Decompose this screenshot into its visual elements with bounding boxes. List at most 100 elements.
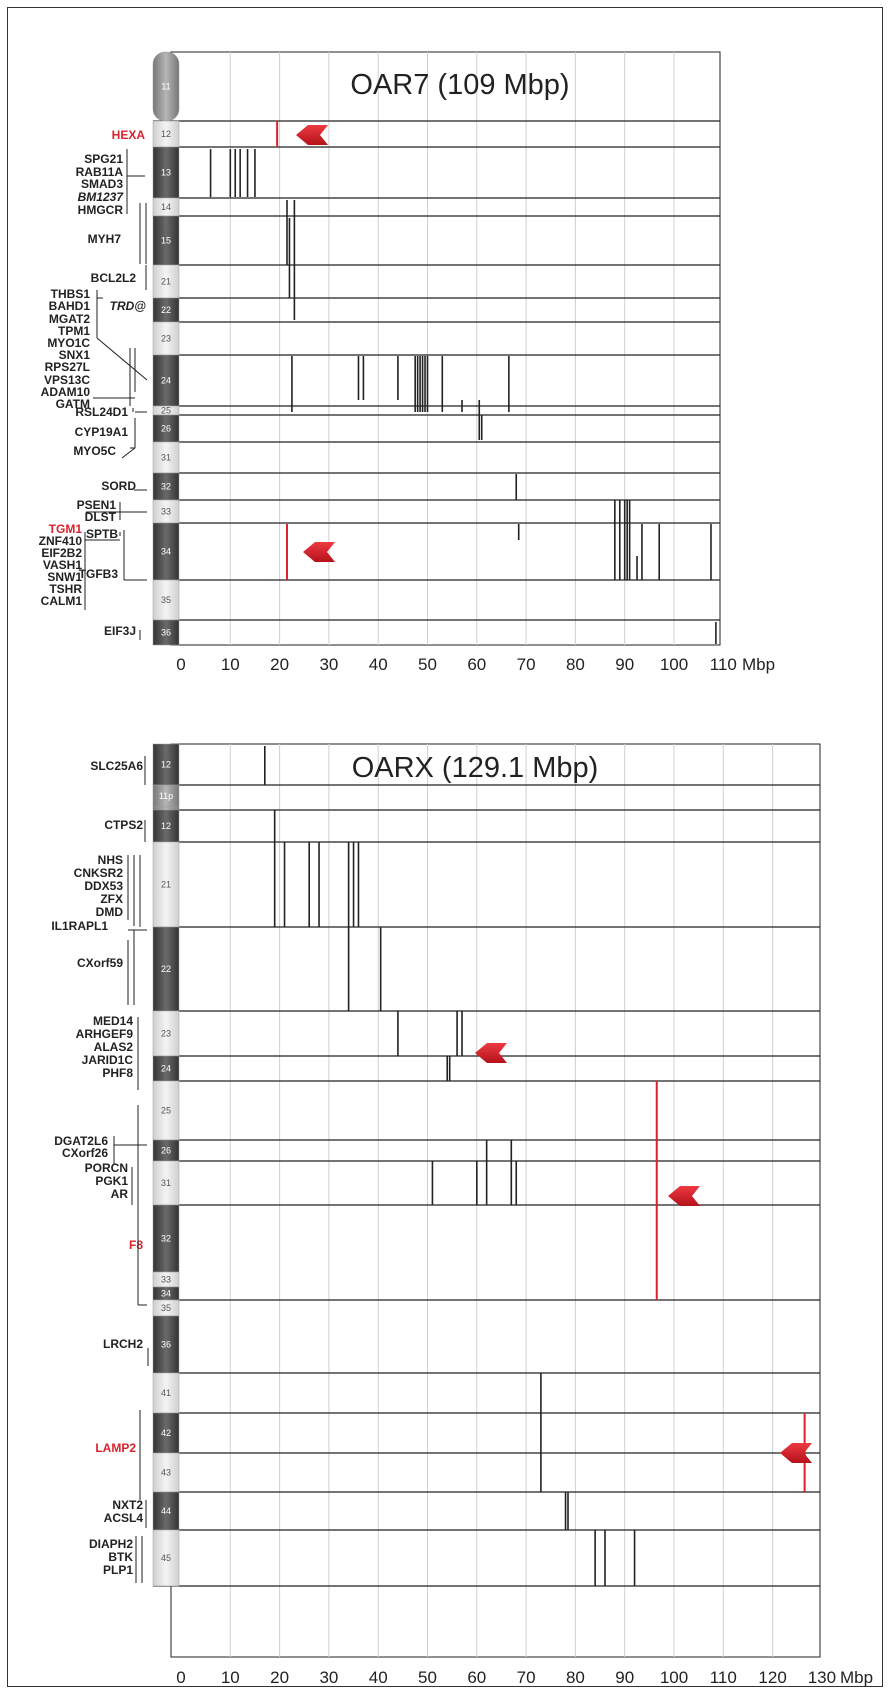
gene-label: THBS1	[51, 287, 91, 301]
gene-label: MYO1C	[47, 336, 90, 350]
chromosome-band	[152, 522, 180, 581]
gene-label: CALM1	[41, 594, 83, 608]
band-label: 33	[161, 1275, 171, 1285]
band-label: 26	[161, 424, 171, 434]
gene-label: ALAS2	[94, 1040, 134, 1054]
chromosome-band	[152, 1160, 180, 1206]
x-tick-label: 130	[808, 1668, 836, 1687]
gene-connector-line	[96, 337, 148, 381]
band-label: 25	[161, 406, 171, 416]
chromosome-band	[152, 743, 180, 786]
chromosome-band	[152, 1412, 180, 1454]
candidate-marker-icon	[780, 1443, 812, 1463]
gene-label: MGAT2	[49, 312, 90, 326]
chromosome-title: OARX (129.1 Mbp)	[352, 752, 599, 784]
gene-label: F8	[129, 1238, 143, 1252]
band-label: 23	[161, 334, 171, 344]
x-tick-label: 110	[710, 655, 737, 674]
chromosome-band	[152, 806, 180, 811]
gene-label: GATM	[56, 397, 90, 411]
gene-label: EIF3J	[104, 624, 136, 638]
gene-label: TSHR	[49, 582, 82, 596]
chromosome-band	[152, 579, 180, 621]
gene-label: TRD@	[110, 299, 147, 313]
x-tick-label: 10	[221, 655, 240, 674]
gene-label: SNW1	[47, 570, 82, 584]
band-label: 35	[161, 595, 171, 605]
band-label: 23	[161, 1029, 171, 1039]
x-tick-label: 80	[566, 1668, 585, 1687]
gene-label: SPTB	[86, 527, 118, 541]
gene-label: SPG21	[84, 152, 123, 166]
band-label: 13	[161, 168, 171, 178]
gene-label: MYO5C	[73, 444, 116, 458]
gene-label: CTPS2	[104, 818, 143, 832]
x-tick-label: 60	[467, 1668, 486, 1687]
x-tick-label: 20	[270, 1668, 289, 1687]
gene-label: LRCH2	[103, 1337, 143, 1351]
x-tick-label: 10	[221, 1668, 240, 1687]
band-label: 12	[161, 821, 171, 831]
gene-label: ACSL4	[104, 1511, 144, 1525]
x-tick-label: 100	[660, 1668, 688, 1687]
gene-label: PHF8	[102, 1066, 133, 1080]
gene-label: SLC25A6	[90, 759, 143, 773]
x-tick-label: 90	[615, 1668, 634, 1687]
gene-label: DLST	[85, 510, 117, 524]
band-label: 41	[161, 1388, 171, 1398]
band-label: 45	[161, 1553, 171, 1563]
band-label: 33	[161, 507, 171, 517]
x-tick-label: 40	[369, 655, 388, 674]
chromosome-band	[152, 441, 180, 474]
chromosome-band	[152, 1080, 180, 1141]
gene-label: MED14	[93, 1014, 133, 1028]
x-unit-label: Mbp	[840, 1668, 873, 1687]
x-tick-label: 110	[710, 1668, 737, 1687]
band-label: 31	[161, 453, 171, 463]
gene-label: PORCN	[85, 1161, 128, 1175]
gene-label: PSEN1	[77, 498, 117, 512]
gene-label: SMAD3	[81, 177, 123, 191]
gene-label: BM1237	[78, 190, 125, 204]
x-tick-label: 30	[319, 655, 338, 674]
gene-label: CXorf26	[62, 1146, 108, 1160]
gene-label: RSL24D1	[75, 405, 128, 419]
band-label: 35	[161, 1303, 171, 1313]
chromosome-band	[152, 354, 180, 407]
gene-label: BAHD1	[49, 299, 91, 313]
gene-label: TGFB3	[79, 567, 119, 581]
gene-label: ZFX	[100, 892, 123, 906]
x-unit-label: Mbp	[742, 655, 775, 674]
gene-label: DIAPH2	[89, 1537, 133, 1551]
x-tick-label: 40	[369, 1668, 388, 1687]
gene-label: BCL2L2	[91, 271, 137, 285]
chromosome-band	[152, 1372, 180, 1414]
band-label: 34	[161, 547, 171, 557]
x-tick-label: 60	[467, 655, 486, 674]
band-label: 22	[161, 305, 171, 315]
gene-label: SNX1	[59, 348, 91, 362]
band-label: 24	[161, 1064, 171, 1074]
gene-label: RPS27L	[45, 360, 90, 374]
chromosome-band	[152, 1010, 180, 1057]
chromosome-oar7: 11 12 13 14 15 21 22 23 24 25 26 31 32 33 34 35 36 OAR7 (…	[152, 51, 775, 674]
band-label: 43	[161, 1468, 171, 1478]
x-tick-label: 70	[517, 655, 536, 674]
x-tick-label: 0	[176, 655, 185, 674]
candidate-marker-icon	[475, 1043, 507, 1063]
chromosome-band	[152, 1204, 180, 1273]
gene-label: ZNF410	[39, 534, 83, 548]
band-label: 42	[161, 1428, 171, 1438]
x-tick-label: 20	[270, 655, 289, 674]
gene-label: PGK1	[95, 1174, 128, 1188]
band-label: 32	[161, 482, 171, 492]
band-label: 25	[161, 1106, 171, 1116]
gene-label: CYP19A1	[75, 425, 129, 439]
gene-connector-line	[121, 447, 136, 459]
chromosome-band	[152, 472, 180, 501]
band-label: 26	[161, 1146, 171, 1156]
gene-label: BTK	[108, 1550, 133, 1564]
band-label: 24	[161, 376, 171, 386]
chromosome-band	[152, 1055, 180, 1082]
